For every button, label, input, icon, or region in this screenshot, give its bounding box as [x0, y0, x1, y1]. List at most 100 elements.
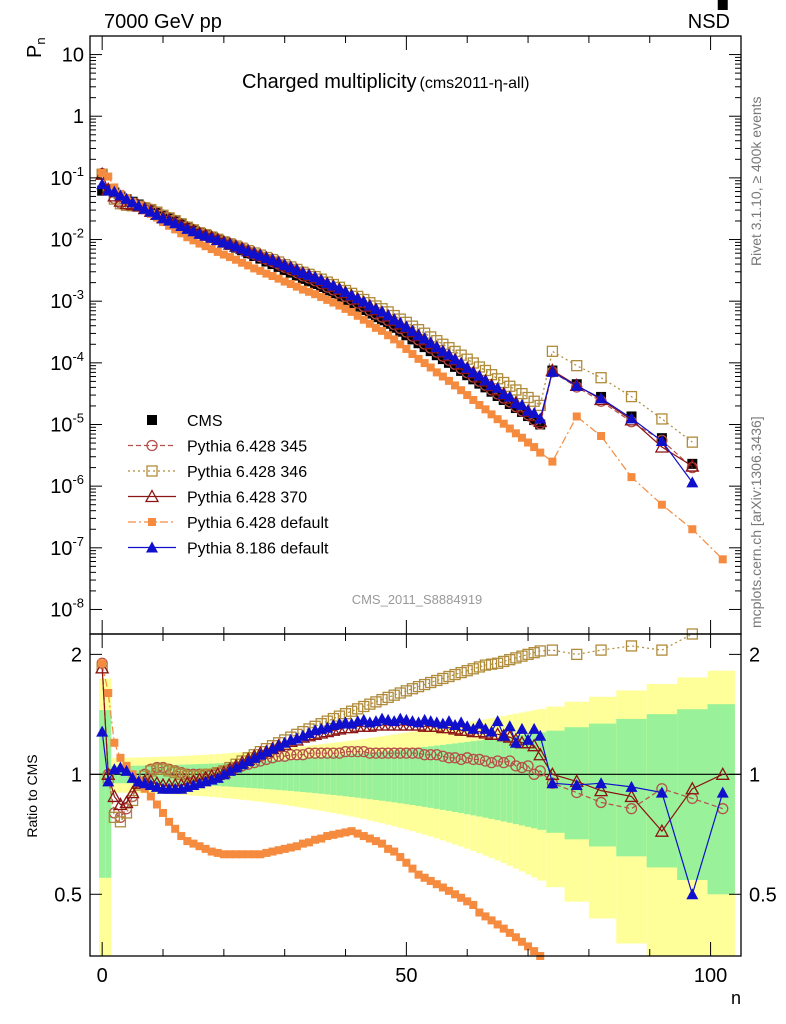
series-point-ratio [467, 753, 479, 766]
series-point-ratio [420, 873, 429, 882]
band-inner [488, 738, 495, 819]
band-inner [378, 751, 386, 801]
series-point-main [108, 185, 121, 197]
y-tick-label: 1 [73, 106, 84, 128]
legend-marker [146, 541, 158, 553]
band-inner [391, 750, 398, 803]
series-point-main [408, 350, 417, 359]
series-point-ratio [371, 837, 380, 846]
series-point-ratio [250, 850, 259, 859]
series-point-main [402, 344, 411, 353]
series-point-main [132, 199, 145, 211]
header-energy: 7000 GeV pp [104, 11, 222, 33]
band-inner [482, 739, 489, 818]
series-point-ratio [290, 732, 303, 744]
band-inner [512, 735, 519, 825]
cms-point [437, 354, 448, 365]
x-tick-label: 0 [97, 965, 108, 987]
series-point-ratio [315, 747, 327, 759]
series-point-ratio [388, 747, 400, 759]
ratio-tick-label-left: 2 [71, 644, 82, 666]
y-tick-label: 10-6 [50, 472, 84, 498]
series-point-main [595, 372, 607, 384]
series-point-main [571, 360, 583, 372]
series-point-main [262, 269, 271, 278]
band-inner [531, 733, 538, 829]
band-inner [506, 736, 513, 823]
series-point-ratio [461, 752, 473, 764]
series-point-ratio [244, 850, 253, 859]
series-point-main [345, 289, 358, 301]
y-axis-label: Pn [24, 37, 48, 58]
series-point-ratio [461, 720, 474, 732]
legend-label: CMS [187, 413, 223, 430]
series-point-ratio [353, 829, 362, 838]
x-axis-label: n [731, 988, 741, 1008]
series-point-ratio [546, 777, 559, 789]
series-point-main [686, 476, 699, 488]
series-point-ratio [528, 647, 540, 659]
series-point-ratio [481, 912, 490, 921]
y-tick-label: 10-1 [50, 164, 84, 190]
series-point-main [225, 253, 234, 262]
series-point-ratio [455, 666, 467, 679]
series-point-ratio [291, 749, 303, 761]
band-inner [464, 741, 471, 815]
series-point-ratio [530, 947, 539, 956]
series-point-ratio [455, 753, 467, 766]
series-point-main [219, 250, 228, 259]
band-inner [546, 730, 565, 833]
series-point-ratio [595, 796, 607, 809]
cms-point [443, 357, 454, 368]
series-point-main [347, 307, 356, 316]
series-point-ratio [624, 789, 639, 803]
series-point-ratio [449, 668, 461, 681]
band-inner [269, 760, 276, 790]
series-point-main [104, 172, 113, 181]
series-point-main [534, 399, 546, 412]
series-point-ratio [254, 748, 267, 760]
series-point-ratio [305, 838, 314, 847]
series-point-main [686, 436, 698, 448]
series-point-ratio [113, 797, 128, 811]
band-inner [360, 753, 367, 799]
series-point-main [536, 448, 545, 457]
band-inner [305, 757, 313, 793]
series-point-ratio [534, 765, 546, 777]
x-tick-label: 50 [395, 965, 417, 987]
series-point-ratio [327, 747, 340, 759]
series-point-main [187, 225, 200, 237]
series-point-main [177, 229, 186, 238]
series-point-ratio [414, 870, 423, 879]
series-point-ratio [217, 768, 230, 780]
series-point-ratio [268, 847, 277, 856]
series-point-main [351, 292, 364, 304]
y-tick-label: 10-8 [50, 595, 84, 621]
series-point-main [449, 353, 462, 365]
series-point-ratio [491, 755, 504, 767]
series-point-ratio [165, 817, 174, 826]
series-point-ratio [522, 648, 534, 661]
series-point-main [274, 274, 283, 283]
series-point-main [335, 301, 344, 310]
band-inner [348, 754, 355, 797]
series-point-ratio [498, 655, 510, 668]
x-tick-label: 100 [694, 965, 727, 987]
series-point-ratio [461, 665, 473, 677]
series-point-main [305, 287, 314, 296]
series-point-ratio [163, 765, 175, 777]
band-inner [470, 741, 477, 816]
series-point-main [369, 302, 382, 314]
series-point-main [329, 298, 338, 307]
series-point-main [455, 356, 468, 368]
series-point-main [406, 325, 419, 337]
series-point-ratio [364, 747, 376, 759]
band-inner [403, 748, 410, 805]
series-point-ratio [120, 764, 133, 776]
series-point-ratio [418, 749, 431, 761]
series-point-main [98, 168, 107, 177]
band-inner [415, 747, 422, 806]
series-point-main [426, 363, 435, 372]
series-point-main [418, 332, 431, 344]
series-point-main [232, 255, 241, 264]
